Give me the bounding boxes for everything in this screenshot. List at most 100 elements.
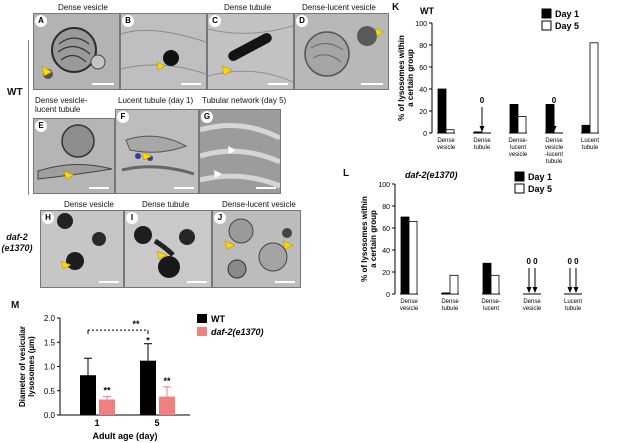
legend-swatch xyxy=(541,8,552,19)
legend-label: WT xyxy=(211,314,225,324)
em-micrograph-h xyxy=(40,210,124,288)
zero-annotation: 0 0 xyxy=(567,257,579,266)
chart-m-label: M xyxy=(11,300,20,311)
legend-label: Day 5 xyxy=(528,184,552,194)
em-micrograph-g xyxy=(199,109,281,194)
wt-side-label: WT xyxy=(7,87,23,98)
panel-h-title: Dense vesicle xyxy=(64,200,114,209)
y-axis-label: Diameter of vesicularlysosomes (µm) xyxy=(18,326,36,407)
y-tick-label: 60 xyxy=(419,65,427,72)
bar-day-1 xyxy=(509,104,519,134)
panel-j-title: Dense-lucent vesicle xyxy=(222,200,296,209)
y-tick-label: 80 xyxy=(382,204,390,211)
bar-day-1 xyxy=(482,262,492,295)
legend-swatch xyxy=(541,20,552,31)
y-axis-label: % of lysosomes withina certain group xyxy=(397,35,415,121)
legend-label: Day 5 xyxy=(555,21,579,31)
legend-swatch xyxy=(514,171,525,182)
bar-day-5 xyxy=(408,221,418,295)
chart-k: 0 20 40 60 80 100% of lysosomes withina certa… xyxy=(397,6,599,165)
em-micrograph-a xyxy=(33,13,120,90)
em-micrograph-d xyxy=(294,13,389,90)
panel-label-a: A xyxy=(35,15,47,27)
bar-daf2 xyxy=(159,396,175,415)
zero-arrowhead xyxy=(573,287,579,293)
panel-label-g: G xyxy=(201,111,213,123)
bar-wt xyxy=(80,375,96,415)
x-category-label: Dense tubule xyxy=(441,299,459,312)
y-tick-label: 100 xyxy=(415,21,427,28)
legend-label: Day 1 xyxy=(528,172,552,182)
zero-annotation: 0 xyxy=(480,96,485,105)
em-micrograph-j xyxy=(212,210,301,288)
zero-arrowhead xyxy=(551,126,557,132)
bar-day-5 xyxy=(445,129,455,134)
bar-day-1 xyxy=(473,131,483,134)
bar-daf2 xyxy=(99,399,115,415)
zero-arrowhead xyxy=(567,287,573,293)
y-tick-label: 0 xyxy=(423,131,427,138)
panel-d-title: Dense-lucent vesicle xyxy=(302,3,376,12)
zero-arrowhead xyxy=(532,287,538,293)
panel-f-title: Lucent tubule (day 1) xyxy=(118,96,194,105)
panel-label-c: C xyxy=(209,15,221,27)
chart-m: 0.0 0.5 1.0 1.5 2.0 Diameter of vesicularlyso… xyxy=(18,314,264,441)
zero-annotation: 0 xyxy=(552,96,557,105)
bar-day-1 xyxy=(437,88,447,134)
y-tick-label: 20 xyxy=(382,270,390,277)
y-tick-label: 20 xyxy=(419,109,427,116)
bar-day-1 xyxy=(400,216,410,295)
chart-l-label: L xyxy=(343,168,350,179)
legend-swatch xyxy=(514,183,525,194)
y-tick-label: 0 xyxy=(386,292,390,299)
chart-l: 0 20 40 60 80 100% of lysosomes withina certa… xyxy=(360,170,582,313)
x-category-label: Dense vesicle xyxy=(400,299,419,312)
panel-label-b: B xyxy=(122,15,134,27)
x-category-label: 1 xyxy=(94,418,99,428)
legend-label: Day 1 xyxy=(555,9,579,19)
panel-a-title: Dense vesicle xyxy=(58,3,108,12)
em-micrograph-e xyxy=(33,118,115,194)
x-category-label: Lucent tubule xyxy=(581,138,599,151)
bar-wt xyxy=(140,360,156,415)
y-tick-label: 100 xyxy=(378,182,390,189)
panel-c-title: Dense tubule xyxy=(224,3,272,12)
x-category-label: Lucent tubule xyxy=(564,299,582,312)
zero-annotation: 0 0 xyxy=(526,257,538,266)
y-tick-label: 0.0 xyxy=(44,411,56,420)
significance-star: ** xyxy=(132,319,140,329)
y-tick-label: 0.5 xyxy=(44,387,56,396)
zero-arrowhead xyxy=(479,126,485,132)
x-category-label: Dense tubule xyxy=(473,138,491,151)
panel-label-h: H xyxy=(42,212,54,224)
panel-i-title: Dense tubule xyxy=(142,200,190,209)
y-axis-label: % of lysosomes withina certain group xyxy=(360,196,378,282)
wt-bracket xyxy=(28,40,29,195)
y-tick-label: 1.0 xyxy=(44,363,56,372)
x-axis-label: Adult age (day) xyxy=(92,431,157,441)
panel-label-i: I xyxy=(126,212,138,224)
legend-swatch xyxy=(197,327,207,336)
significance-star: * xyxy=(146,336,150,346)
y-tick-label: 80 xyxy=(419,43,427,50)
y-tick-label: 60 xyxy=(382,226,390,233)
y-tick-label: 2.0 xyxy=(44,314,56,323)
panel-e-title: Dense vesicle-lucent tubule xyxy=(35,96,88,114)
bar-day-5 xyxy=(517,116,527,134)
significance-star: ** xyxy=(163,376,171,386)
y-tick-label: 40 xyxy=(382,248,390,255)
bar-day-1 xyxy=(441,292,451,295)
panel-g-title: Tubular network (day 5) xyxy=(202,96,287,105)
bar-day-5 xyxy=(449,274,459,295)
em-micrograph-i xyxy=(124,210,212,288)
em-micrograph-f xyxy=(115,109,199,194)
significance-star: ** xyxy=(103,386,111,396)
em-micrograph-c xyxy=(207,13,294,90)
legend-swatch xyxy=(197,314,207,323)
em-micrograph-b xyxy=(120,13,207,90)
y-tick-label: 1.5 xyxy=(44,338,56,347)
